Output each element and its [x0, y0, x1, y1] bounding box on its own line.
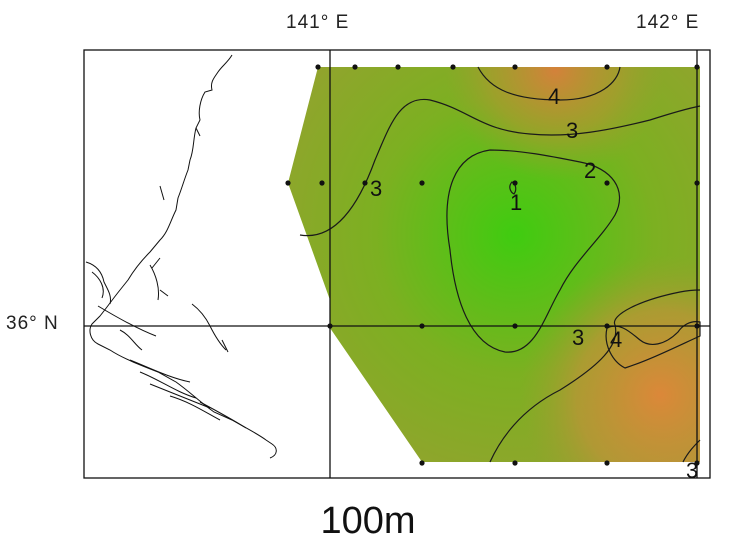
contour-label-4-east: 4 — [610, 327, 622, 352]
contour-4-north — [477, 66, 621, 101]
coastline — [85, 54, 277, 459]
contour-lines — [299, 66, 701, 463]
station-markers — [285, 64, 700, 466]
contour-label-1: 1 — [510, 190, 522, 215]
contour-label-3-west: 3 — [370, 176, 382, 201]
station-marker — [315, 64, 321, 70]
contour-labels: 4 3 2 1 3 3 4 3 — [370, 84, 698, 483]
coastline-lagoon — [85, 257, 247, 429]
contour-3-north — [299, 98, 701, 237]
station-marker — [694, 180, 700, 186]
station-marker — [694, 64, 700, 70]
depth-label: 100m — [320, 500, 416, 542]
station-marker — [419, 180, 425, 186]
contour-label-3-southeast: 3 — [686, 458, 698, 483]
station-marker — [512, 460, 518, 466]
station-marker — [395, 64, 401, 70]
station-marker — [352, 64, 358, 70]
contour-label-2: 2 — [584, 158, 596, 183]
station-marker — [362, 180, 368, 186]
map-frame — [83, 49, 711, 479]
station-marker — [512, 323, 518, 329]
station-marker — [512, 64, 518, 70]
graticule — [83, 49, 711, 479]
station-marker — [327, 323, 333, 329]
coastline-main — [89, 54, 277, 459]
station-marker — [604, 180, 610, 186]
coastline-river — [159, 127, 229, 353]
latitude-label-36n: 36° N — [6, 313, 59, 334]
contour-label-3-north: 3 — [566, 118, 578, 143]
contour-3-east — [489, 289, 701, 463]
station-marker — [604, 460, 610, 466]
contour-2 — [446, 149, 621, 353]
longitude-label-142e: 142° E — [636, 12, 700, 33]
station-marker — [512, 180, 518, 186]
contour-4-east — [605, 321, 701, 369]
station-marker — [604, 323, 610, 329]
station-marker — [604, 64, 610, 70]
station-marker — [694, 460, 700, 466]
contour-3-southeast — [682, 439, 701, 463]
station-marker — [419, 460, 425, 466]
station-marker — [450, 64, 456, 70]
contour-label-4-north: 4 — [548, 84, 560, 109]
contour-label-3-east: 3 — [572, 325, 584, 350]
station-marker — [419, 323, 425, 329]
longitude-label-141e: 141° E — [286, 12, 350, 33]
station-marker — [319, 180, 325, 186]
station-marker — [694, 323, 700, 329]
station-marker — [285, 180, 291, 186]
